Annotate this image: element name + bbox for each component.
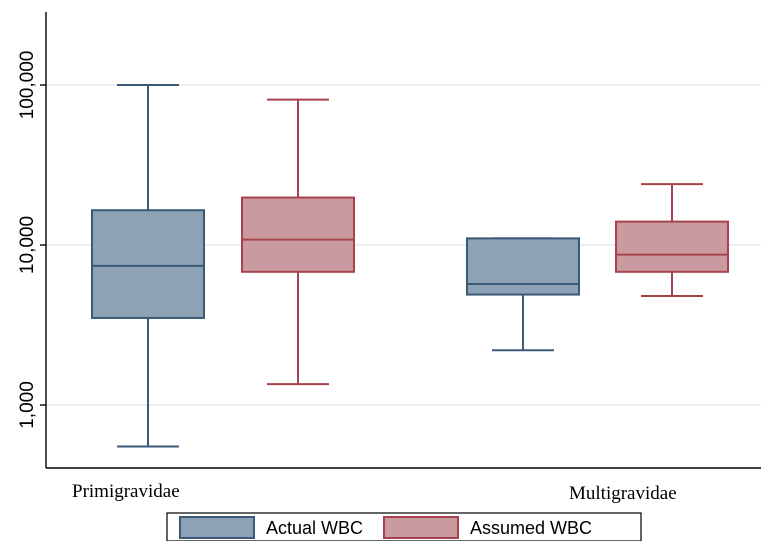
box-assumed-wbc-primigravidae [241,98,355,386]
x-axis-category-labels: Primigravidae Multigravidae [72,481,677,504]
y-tick-label: 10,000 [17,216,38,274]
y-tick-label: 100,000 [17,51,38,120]
category-label: Primigravidae [72,481,180,502]
box-series [91,84,729,448]
legend-swatch [179,516,255,539]
iqr-box [241,196,355,273]
category-label: Multigravidae [569,483,677,504]
legend-swatch [383,516,459,539]
y-tick-label: 1,000 [17,381,38,429]
box-actual-wbc-primigravidae [91,84,205,448]
iqr-box [466,237,580,296]
legend-label: Actual WBC [266,518,363,538]
y-axis-ticks: 1,000 10,000 100,000 [17,51,46,429]
iqr-box [91,209,205,319]
axes [45,12,761,469]
legend: Actual WBC Assumed WBC [166,512,642,541]
box-assumed-wbc-multigravidae [615,183,729,298]
legend-label: Assumed WBC [470,518,592,538]
box-actual-wbc-multigravidae [466,237,580,352]
iqr-box [615,220,729,273]
